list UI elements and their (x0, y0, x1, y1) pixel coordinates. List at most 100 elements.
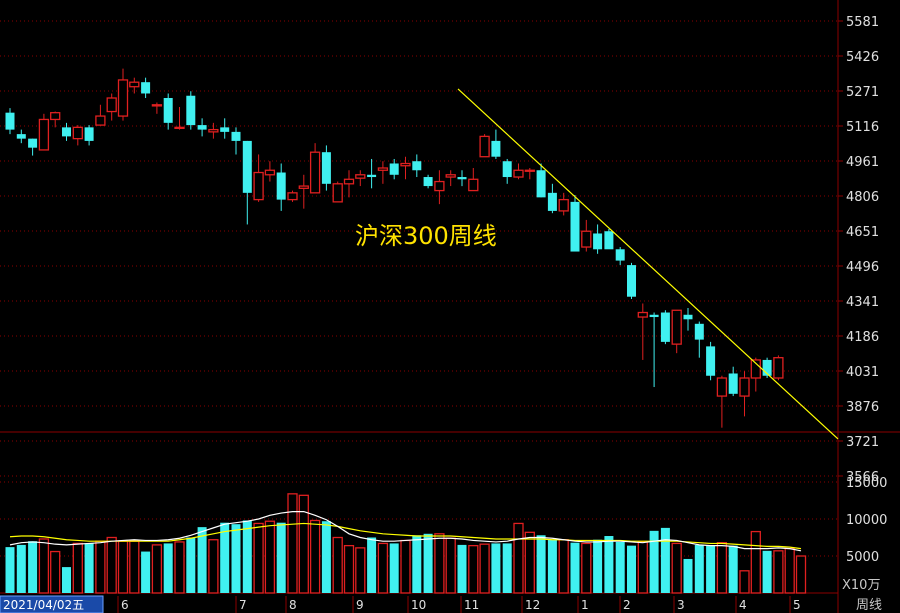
volume-bar-up (558, 539, 569, 594)
volume-bar-up (343, 544, 355, 594)
up-candle (151, 102, 163, 114)
down-candle (389, 158, 399, 180)
volume-bar-down (660, 527, 670, 593)
x-tick-label: 1 (581, 598, 589, 612)
price-tick-label: 4496 (846, 260, 879, 275)
up-candle (208, 122, 219, 139)
candle-body (95, 115, 106, 126)
volume-bar-down (547, 539, 557, 593)
volume-bar-up (253, 522, 264, 594)
price-tick-label: 3876 (846, 400, 879, 415)
candle-body (750, 359, 761, 379)
up-candle (355, 170, 366, 187)
down-candle (547, 183, 557, 214)
volume-bar-up (581, 542, 592, 594)
candle-body (28, 138, 38, 148)
down-candle (615, 247, 625, 266)
up-candle (287, 190, 298, 202)
downtrend-line (457, 88, 839, 440)
up-candle (558, 192, 569, 216)
candle-body (355, 174, 366, 179)
candle-body (117, 79, 129, 117)
cursor-date-label: 2021/04/02五 (3, 598, 84, 612)
candle-body (231, 131, 241, 141)
up-candle (106, 93, 117, 121)
volume-bar-up (377, 542, 389, 594)
volume-bar-up (298, 494, 309, 594)
price-tick-label: 3721 (846, 435, 879, 450)
volume-tick-label: 15000 (846, 476, 887, 491)
volume-bar-down (28, 541, 38, 593)
up-candle (400, 156, 411, 180)
down-candle (16, 129, 26, 144)
down-candle (321, 145, 331, 191)
candle-body (502, 161, 512, 178)
volume-bar-up (174, 541, 185, 594)
volume-bar-up (151, 544, 163, 594)
volume-bar-down (728, 545, 738, 593)
down-candle (570, 195, 580, 252)
up-candle (253, 154, 264, 202)
x-tick-label: 4 (739, 598, 747, 612)
volume-bar-down (220, 522, 230, 593)
volume-bar-down (694, 544, 704, 593)
up-candle (72, 125, 83, 146)
down-candle (367, 158, 377, 189)
volume-bar-up (400, 539, 411, 594)
down-candle (412, 154, 422, 178)
up-candle (264, 161, 276, 182)
candle-body (309, 151, 321, 194)
up-candle (513, 163, 524, 180)
candle-body (570, 201, 580, 252)
candle-body (513, 169, 524, 178)
candle-body (683, 314, 693, 320)
up-candle (739, 371, 750, 417)
candle-body (389, 163, 399, 175)
candle-body (423, 177, 433, 187)
price-tick-label: 4341 (846, 295, 879, 310)
candle-body (706, 346, 716, 376)
candle-body (276, 172, 286, 200)
candle-body (16, 134, 26, 139)
chart-title: 沪深300周线 (355, 222, 497, 250)
volume-bar-down (593, 539, 603, 593)
volume-bar-down (231, 524, 241, 593)
down-candle (660, 310, 670, 345)
candle-body (728, 373, 738, 394)
up-candle (298, 174, 309, 209)
candle-body (615, 249, 625, 261)
up-candle (95, 104, 106, 126)
candle-body (163, 98, 173, 123)
volume-bar-up (739, 570, 750, 594)
candle-body (445, 174, 456, 178)
period-label: 周线 (856, 598, 882, 613)
candle-body (434, 180, 445, 192)
down-candle (28, 138, 38, 156)
candle-body (242, 140, 252, 193)
candle-body (671, 309, 682, 345)
candle-body (106, 97, 117, 113)
up-candle (716, 375, 728, 428)
down-candle (141, 77, 151, 98)
candle-body (536, 170, 546, 198)
volume-bar-down (762, 550, 772, 593)
volume-bar-up (332, 536, 343, 594)
candle-body (457, 177, 467, 180)
candle-body (604, 231, 614, 250)
up-candle (773, 355, 784, 381)
candle-body (343, 178, 355, 185)
candle-body (649, 314, 659, 318)
volume-bar-down (84, 543, 94, 593)
axis-labels: 5 7 3 6 5581 5426 5271 5116 4961 4806 4651 4496 4341… (121, 15, 887, 612)
candle-body (141, 82, 151, 94)
down-candle (536, 163, 546, 198)
volume-bar-up (106, 536, 117, 594)
up-candle (468, 168, 479, 192)
down-candle (694, 321, 704, 358)
down-candle (593, 224, 603, 254)
volume-bar-up (468, 544, 479, 594)
up-candle (479, 134, 490, 158)
candle-body (287, 192, 298, 201)
down-candle (186, 91, 196, 130)
